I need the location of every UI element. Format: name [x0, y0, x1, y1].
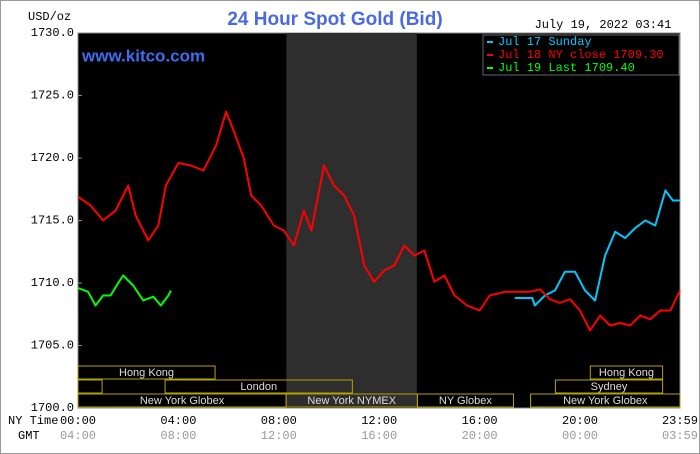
y-tick-label: 1725.0 [31, 89, 74, 103]
x2-tick-label: 03:59 [662, 429, 698, 443]
y-axis-label: USD/oz [28, 10, 71, 24]
x2-tick-label: 04:00 [60, 429, 96, 443]
x-tick-label: 00:00 [60, 414, 96, 428]
session-box [164, 379, 353, 394]
x-axis-label: NY Time [8, 414, 58, 428]
session-label: New York Globex [140, 395, 225, 407]
series-line [77, 274, 172, 307]
highlight-band [286, 33, 417, 408]
session-box [77, 365, 216, 380]
y-tick-label: 1720.0 [31, 151, 74, 165]
y-tick-label: 1715.0 [31, 214, 74, 228]
x2-tick-label: 00:00 [562, 429, 598, 443]
y-tick-label: 1705.0 [31, 339, 74, 353]
session-label: London [240, 381, 277, 393]
x2-tick-label: 12:00 [261, 429, 297, 443]
session-box [77, 379, 103, 394]
x2-tick-label: 16:00 [361, 429, 397, 443]
y-tick-label: 1710.0 [31, 276, 74, 290]
chart-title: 24 Hour Spot Gold (Bid) [227, 9, 442, 30]
x2-axis-label: GMT [18, 429, 40, 443]
session-label: Hong Kong [119, 367, 174, 379]
series-line [514, 189, 680, 307]
legend-box [482, 34, 680, 76]
x2-tick-label: 20:00 [462, 429, 498, 443]
legend-label: Jul 18 NY close 1709.30 [498, 48, 664, 62]
session-label: NY Globex [439, 395, 492, 407]
session-box [554, 379, 664, 394]
date-label: July 19, 2022 03:41 [535, 18, 672, 32]
session-box [530, 393, 681, 408]
x2-tick-label: 08:00 [160, 429, 196, 443]
x-tick-label: 23:59 [662, 414, 698, 428]
y-tick-label: 1730.0 [31, 26, 74, 40]
series-line [77, 110, 681, 332]
session-label: New York NYMEX [307, 395, 396, 407]
legend-label: Jul 19 Last 1709.40 [498, 61, 635, 75]
session-box [589, 365, 664, 380]
session-box [416, 393, 515, 408]
session-label: Sydney [591, 381, 628, 393]
x-tick-label: 20:00 [562, 414, 598, 428]
x-tick-label: 08:00 [261, 414, 297, 428]
x-tick-label: 04:00 [160, 414, 196, 428]
legend-label: Jul 17 Sunday [498, 35, 592, 49]
x-tick-label: 16:00 [462, 414, 498, 428]
watermark: www.kitco.com [81, 46, 205, 65]
session-label: Hong Kong [599, 367, 654, 379]
y-tick-label: 1700.0 [31, 401, 74, 415]
session-label: New York Globex [563, 395, 648, 407]
x-tick-label: 12:00 [361, 414, 397, 428]
